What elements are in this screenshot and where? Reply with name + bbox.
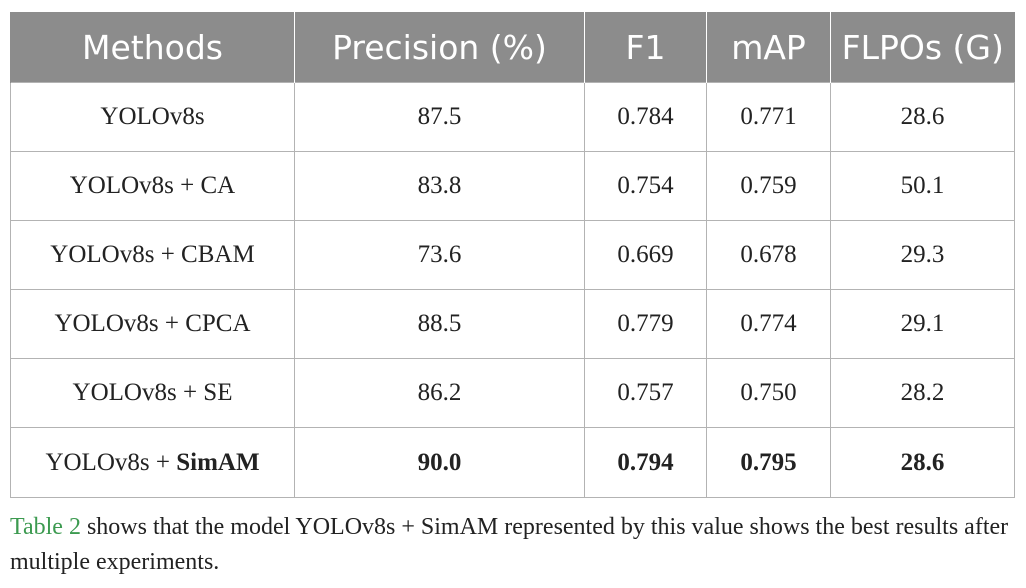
f1-cell: 0.784 xyxy=(584,82,707,152)
method-cell: YOLOv8s + CBAM xyxy=(10,220,295,290)
method-cell: YOLOv8s + SimAM xyxy=(10,427,295,498)
f1-cell: 0.754 xyxy=(584,151,707,221)
flops-cell: 50.1 xyxy=(830,151,1015,221)
header-map: mAP xyxy=(706,12,831,83)
f1-cell: 0.779 xyxy=(584,289,707,359)
precision-cell: 87.5 xyxy=(294,82,585,152)
header-precision: Precision (%) xyxy=(294,12,585,83)
method-cell: YOLOv8s xyxy=(10,82,295,152)
f1-cell: 0.794 xyxy=(584,427,707,498)
map-cell: 0.678 xyxy=(706,220,831,290)
table-row: YOLOv8s + CA 83.8 0.754 0.759 50.1 xyxy=(10,151,1015,221)
table-row-best: YOLOv8s + SimAM 90.0 0.794 0.795 28.6 xyxy=(10,427,1015,498)
flops-cell: 28.6 xyxy=(830,82,1015,152)
header-f1: F1 xyxy=(584,12,707,83)
flops-cell: 28.6 xyxy=(830,427,1015,498)
header-methods: Methods xyxy=(10,12,295,83)
table-row: YOLOv8s + SE 86.2 0.757 0.750 28.2 xyxy=(10,358,1015,428)
flops-cell: 29.3 xyxy=(830,220,1015,290)
precision-cell: 90.0 xyxy=(294,427,585,498)
flops-cell: 28.2 xyxy=(830,358,1015,428)
table-header-row: Methods Precision (%) F1 mAP FLPOs (G) xyxy=(10,12,1015,83)
results-table: Methods Precision (%) F1 mAP FLPOs (G) Y… xyxy=(10,12,1015,498)
precision-cell: 88.5 xyxy=(294,289,585,359)
map-cell: 0.759 xyxy=(706,151,831,221)
precision-cell: 86.2 xyxy=(294,358,585,428)
map-cell: 0.774 xyxy=(706,289,831,359)
header-flops: FLPOs (G) xyxy=(830,12,1015,83)
method-cell: YOLOv8s + CPCA xyxy=(10,289,295,359)
f1-cell: 0.757 xyxy=(584,358,707,428)
table-row: YOLOv8s + CBAM 73.6 0.669 0.678 29.3 xyxy=(10,220,1015,290)
map-cell: 0.771 xyxy=(706,82,831,152)
flops-cell: 29.1 xyxy=(830,289,1015,359)
precision-cell: 83.8 xyxy=(294,151,585,221)
caption-text: shows that the model YOLOv8s + SimAM rep… xyxy=(10,514,1009,575)
method-highlight: SimAM xyxy=(176,448,260,476)
f1-cell: 0.669 xyxy=(584,220,707,290)
map-cell: 0.750 xyxy=(706,358,831,428)
method-cell: YOLOv8s + CA xyxy=(10,151,295,221)
table-reference-link[interactable]: Table 2 xyxy=(10,514,81,540)
table-row: YOLOv8s + CPCA 88.5 0.779 0.774 29.1 xyxy=(10,289,1015,359)
table-caption: Table 2 shows that the model YOLOv8s + S… xyxy=(10,510,1016,580)
method-cell: YOLOv8s + SE xyxy=(10,358,295,428)
map-cell: 0.795 xyxy=(706,427,831,498)
table-row: YOLOv8s 87.5 0.784 0.771 28.6 xyxy=(10,82,1015,152)
precision-cell: 73.6 xyxy=(294,220,585,290)
